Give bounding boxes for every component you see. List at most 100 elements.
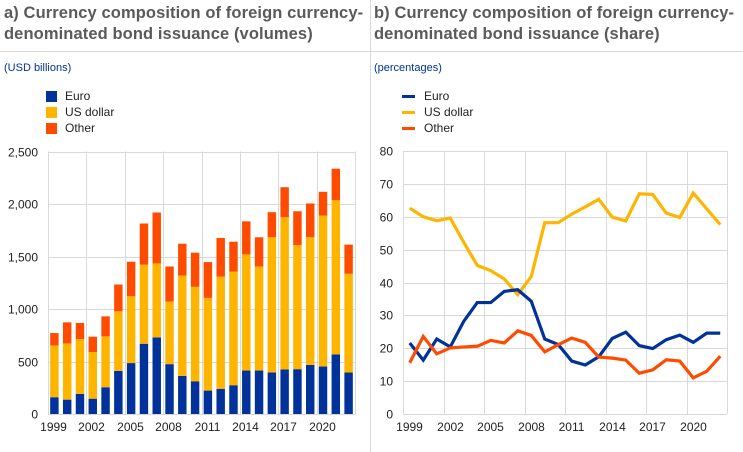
bar-us-dollar-2017 xyxy=(280,217,289,370)
bar-us-dollar-2010 xyxy=(190,286,200,382)
bar-other-2020 xyxy=(318,191,328,216)
legend-item-euro: Euro xyxy=(402,88,473,104)
bar-other-1999 xyxy=(50,333,59,346)
bar-euro-1999 xyxy=(50,397,59,414)
legend-a: Euro US dollar Other xyxy=(46,88,114,136)
title-rule-a xyxy=(0,51,370,52)
bar-other-2007 xyxy=(152,212,161,264)
legend-swatch-euro xyxy=(46,90,57,102)
bar-euro-2012 xyxy=(216,388,225,414)
bar-us-dollar-2018 xyxy=(293,245,302,370)
y-tick-label: 2,000 xyxy=(8,198,38,212)
line-series-euro xyxy=(408,288,721,367)
bar-other-2001 xyxy=(75,322,85,340)
panel-divider xyxy=(370,0,371,452)
bar-other-2016 xyxy=(267,212,277,238)
legend-b: Euro US dollar Other xyxy=(402,88,473,136)
bar-euro-2011 xyxy=(203,390,213,414)
legend-swatch-other xyxy=(402,126,415,130)
legend-swatch-other xyxy=(46,122,57,134)
bar-euro-2018 xyxy=(293,369,302,414)
bar-other-2018 xyxy=(293,211,302,246)
x-tick-label: 2002 xyxy=(78,420,105,434)
bar-euro-2013 xyxy=(229,385,238,414)
x-tick-label: 2014 xyxy=(599,420,626,434)
bar-other-2021 xyxy=(331,168,341,201)
bar-us-dollar-2000 xyxy=(62,343,72,400)
bar-euro-2008 xyxy=(165,364,174,415)
legend-swatch-euro xyxy=(402,94,415,98)
x-tick-label: 2017 xyxy=(270,420,297,434)
bar-euro-2002 xyxy=(88,398,97,414)
legend-swatch-us-dollar xyxy=(402,110,415,114)
title-rule-b xyxy=(371,51,743,52)
bar-us-dollar-2009 xyxy=(178,275,187,376)
bar-euro-2005 xyxy=(126,363,136,414)
bar-us-dollar-2014 xyxy=(242,254,251,371)
bar-us-dollar-2001 xyxy=(75,339,85,394)
bar-other-2015 xyxy=(254,237,264,267)
line-chart-share: 0 10 20 30 40 50 60 70 80 1999 2002 2005 2008 2011 201… xyxy=(380,145,728,434)
y-tick-label: 10 xyxy=(380,375,394,389)
panel-a-volumes: a) Currency composition of foreign curre… xyxy=(0,0,370,452)
x-tick-label: 2005 xyxy=(117,420,144,434)
bar-us-dollar-2002 xyxy=(88,352,97,399)
bar-us-dollar-2008 xyxy=(165,301,174,365)
bar-us-dollar-2019 xyxy=(306,237,315,365)
bar-euro-2004 xyxy=(114,370,123,414)
y-tick-label: 40 xyxy=(380,277,394,291)
bar-other-2022 xyxy=(344,244,353,274)
bar-us-dollar-2016 xyxy=(267,237,277,373)
legend-swatch-us-dollar xyxy=(46,106,57,118)
bar-euro-2010 xyxy=(190,381,200,414)
x-tick-label: 1999 xyxy=(396,420,423,434)
y-tick-label: 30 xyxy=(380,309,394,323)
bar-euro-2019 xyxy=(306,364,315,414)
bar-us-dollar-2020 xyxy=(318,215,328,367)
legend-item-us-dollar: US dollar xyxy=(46,104,114,120)
bar-other-2002 xyxy=(88,336,97,353)
bar-other-2009 xyxy=(178,243,187,276)
legend-item-us-dollar: US dollar xyxy=(402,104,473,120)
legend-label-other: Other xyxy=(65,121,96,135)
bar-other-2004 xyxy=(114,284,123,312)
x-tick-label: 2020 xyxy=(309,420,336,434)
bar-euro-2006 xyxy=(139,343,149,414)
legend-item-euro: Euro xyxy=(46,88,114,104)
bar-us-dollar-2003 xyxy=(101,336,110,388)
bar-euro-2016 xyxy=(267,372,277,414)
bar-us-dollar-2005 xyxy=(126,296,136,364)
x-tick-label: 2014 xyxy=(232,420,259,434)
x-tick-label: 2011 xyxy=(195,420,221,434)
unit-label-b: (percentages) xyxy=(374,62,442,74)
x-tick-label: 2011 xyxy=(559,420,585,434)
y-tick-label: 1,500 xyxy=(8,251,38,265)
legend-label-euro: Euro xyxy=(65,89,91,103)
bar-euro-2007 xyxy=(152,337,161,414)
legend-label-euro: Euro xyxy=(424,89,450,103)
x-tick-label: 1999 xyxy=(40,420,67,434)
bar-other-2017 xyxy=(280,187,289,218)
bar-other-2019 xyxy=(306,203,315,238)
legend-label-us-dollar: US dollar xyxy=(424,105,474,119)
y-tick-label: 50 xyxy=(380,244,394,258)
bar-euro-2020 xyxy=(318,366,328,414)
chart-title-a: a) Currency composition of foreign curre… xyxy=(4,4,364,43)
y-tick-label: 0 xyxy=(386,408,393,422)
x-tick-label: 2002 xyxy=(437,420,464,434)
bar-other-2010 xyxy=(190,252,200,287)
bar-us-dollar-2015 xyxy=(254,266,264,371)
y-tick-label: 80 xyxy=(380,145,394,159)
bar-euro-2017 xyxy=(280,369,289,414)
bar-euro-2003 xyxy=(101,387,110,414)
bar-other-2000 xyxy=(62,322,72,344)
legend-label-other: Other xyxy=(424,121,455,135)
bar-us-dollar-2013 xyxy=(229,271,238,386)
bar-euro-2009 xyxy=(178,375,187,414)
y-tick-label: 0 xyxy=(31,408,38,422)
bar-euro-2022 xyxy=(344,372,353,414)
bar-us-dollar-2006 xyxy=(139,264,149,344)
bar-chart-volumes: 0 500 1,000 1,500 2,000 2,500 1999 2002 2005 2008… xyxy=(8,146,356,434)
bar-other-2005 xyxy=(126,261,136,297)
bar-other-2008 xyxy=(165,266,174,302)
